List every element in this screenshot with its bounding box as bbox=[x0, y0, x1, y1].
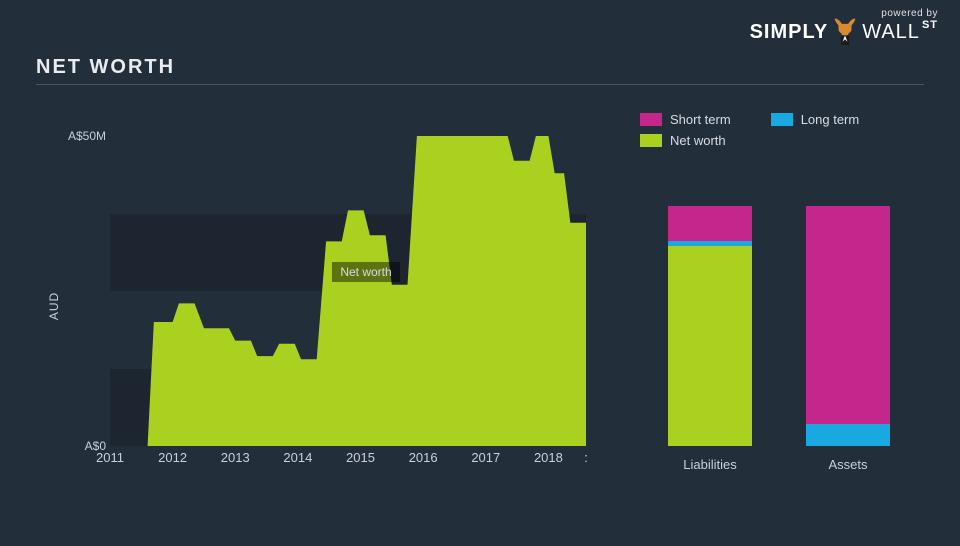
legend-item-short_term: Short term bbox=[640, 112, 731, 127]
area-plot: 20112012201320142015201620172018: Net wo… bbox=[110, 136, 586, 446]
bar-liabilities: Liabilities bbox=[668, 206, 752, 446]
tooltip-net-worth: Net worth bbox=[332, 262, 399, 282]
brand-word-2: WALL bbox=[862, 21, 920, 44]
x-tick: 2017 bbox=[471, 450, 500, 465]
liabilities-assets-bar-chart: Liabilities Assets bbox=[632, 196, 932, 446]
legend-swatch bbox=[640, 134, 662, 147]
x-tick: 2014 bbox=[283, 450, 312, 465]
area-series-net-worth bbox=[148, 136, 586, 446]
y-tick: A$50M bbox=[46, 129, 106, 143]
x-tick: : bbox=[584, 450, 588, 465]
x-tick: 2015 bbox=[346, 450, 375, 465]
legend-item-long_term: Long term bbox=[771, 112, 860, 127]
powered-by-label: powered by bbox=[750, 8, 938, 19]
bar-label: Liabilities bbox=[668, 457, 752, 472]
bar-label: Assets bbox=[806, 457, 890, 472]
brand-word-1: SIMPLY bbox=[750, 21, 829, 44]
bar-segment-long_term bbox=[806, 424, 890, 447]
y-axis-label: AUD bbox=[47, 292, 61, 320]
legend-label: Long term bbox=[801, 112, 860, 127]
bar-segment-short_term bbox=[668, 206, 752, 241]
brand-suffix: ST bbox=[922, 19, 938, 31]
bar-segment-short_term bbox=[806, 206, 890, 424]
net-worth-area-chart: AUD A$0A$50M 201120122013201420152016201… bbox=[56, 136, 586, 476]
legend-label: Short term bbox=[670, 112, 731, 127]
section-title: NET WORTH bbox=[36, 56, 175, 79]
legend: Short term Long term Net worth bbox=[640, 112, 930, 148]
brand-logo: powered by SIMPLY WALLST bbox=[750, 8, 938, 47]
x-tick: 2018 bbox=[534, 450, 563, 465]
legend-swatch bbox=[771, 113, 793, 126]
bar-assets: Assets bbox=[806, 206, 890, 446]
x-tick: 2016 bbox=[409, 450, 438, 465]
bar-segment-net_worth bbox=[668, 246, 752, 446]
bull-icon bbox=[832, 17, 858, 47]
title-rule bbox=[36, 84, 924, 85]
x-tick: 2011 bbox=[96, 450, 124, 465]
legend-swatch bbox=[640, 113, 662, 126]
area-svg bbox=[110, 136, 586, 446]
legend-label: Net worth bbox=[670, 133, 726, 148]
legend-item-net_worth: Net worth bbox=[640, 133, 726, 148]
x-tick: 2013 bbox=[221, 450, 250, 465]
x-tick: 2012 bbox=[158, 450, 187, 465]
